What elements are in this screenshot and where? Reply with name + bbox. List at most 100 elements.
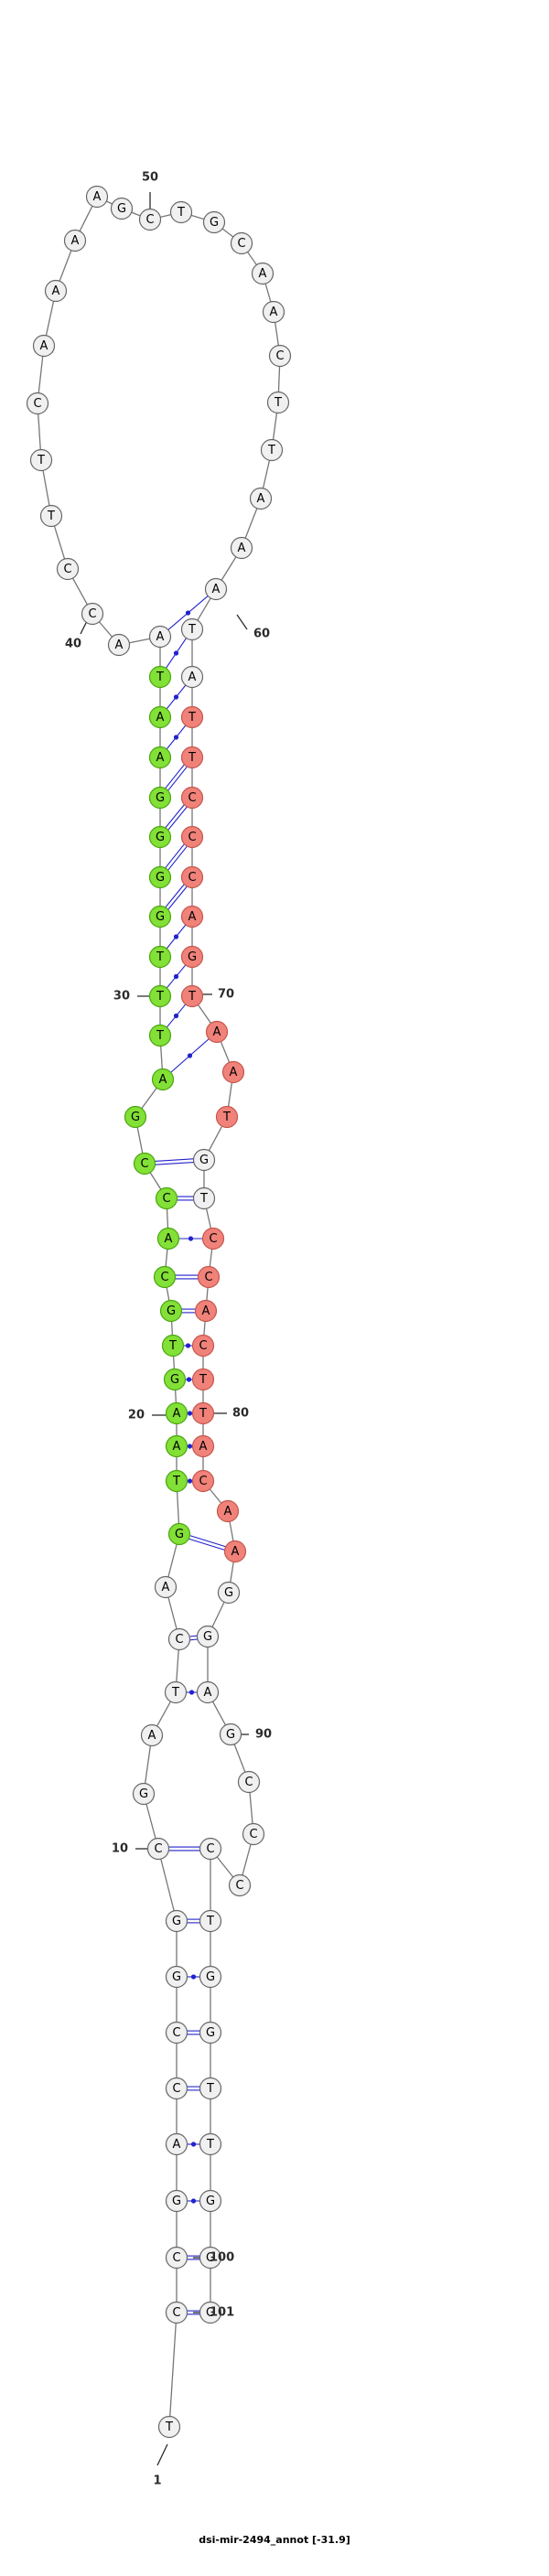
nucleotide-circle[interactable]	[148, 984, 172, 1008]
nucleotide-circle[interactable]	[148, 705, 172, 729]
nucleotide-64[interactable]: A	[180, 665, 204, 689]
nucleotide-25[interactable]: C	[155, 1186, 178, 1210]
nucleotide-31[interactable]: T	[148, 945, 172, 969]
nucleotide-14[interactable]: C	[167, 1627, 191, 1651]
nucleotide-circle[interactable]	[148, 865, 172, 889]
nucleotide-circle[interactable]	[146, 1837, 170, 1861]
nucleotide-88[interactable]: G	[217, 1581, 241, 1605]
nucleotide-93[interactable]: C	[242, 1822, 265, 1846]
nucleotide-29[interactable]: T	[148, 1024, 172, 1047]
nucleotide-circle[interactable]	[191, 1368, 215, 1391]
nucleotide-circle[interactable]	[202, 210, 226, 234]
nucleotide-46[interactable]: A	[32, 334, 56, 358]
nucleotide-circle[interactable]	[165, 1401, 188, 1425]
nucleotide-circle[interactable]	[196, 1680, 220, 1704]
nucleotide-44[interactable]: T	[29, 448, 53, 472]
nucleotide-circle[interactable]	[148, 786, 172, 810]
nucleotide-circle[interactable]	[204, 577, 228, 601]
nucleotide-68[interactable]: C	[180, 825, 204, 849]
nucleotide-61[interactable]: A	[230, 536, 253, 560]
nucleotide-circle[interactable]	[44, 279, 68, 303]
nucleotide-87[interactable]: A	[223, 1540, 247, 1563]
nucleotide-circle[interactable]	[180, 617, 204, 641]
nucleotide-circle[interactable]	[228, 1873, 252, 1897]
nucleotide-86[interactable]: A	[216, 1499, 240, 1523]
nucleotide-circle[interactable]	[197, 1265, 221, 1289]
nucleotide-circle[interactable]	[154, 1575, 178, 1599]
nucleotide-91[interactable]: G	[219, 1723, 242, 1746]
nucleotide-49[interactable]: A	[85, 185, 109, 209]
nucleotide-circle[interactable]	[230, 231, 253, 255]
nucleotide-43[interactable]: T	[39, 504, 63, 528]
nucleotide-circle[interactable]	[205, 1020, 229, 1044]
nucleotide-73[interactable]: A	[205, 1020, 229, 1044]
nucleotide-circle[interactable]	[199, 1965, 222, 1989]
nucleotide-circle[interactable]	[242, 1822, 265, 1846]
nucleotide-circle[interactable]	[191, 1434, 215, 1458]
nucleotide-98[interactable]: G	[199, 2021, 222, 2045]
nucleotide-1[interactable]: T	[157, 2415, 181, 2439]
nucleotide-15[interactable]: A	[154, 1575, 178, 1599]
nucleotide-circle[interactable]	[110, 197, 134, 220]
nucleotide-37[interactable]: A	[148, 705, 172, 729]
nucleotide-63[interactable]: T	[180, 617, 204, 641]
nucleotide-circle[interactable]	[132, 1782, 156, 1806]
nucleotide-59[interactable]: T	[260, 438, 284, 462]
nucleotide-circle[interactable]	[266, 391, 290, 414]
nucleotide-58[interactable]: T	[266, 391, 290, 414]
nucleotide-82[interactable]: T	[191, 1368, 215, 1391]
nucleotide-39[interactable]: A	[148, 625, 172, 649]
nucleotide-3[interactable]: C	[165, 2246, 188, 2270]
nucleotide-56[interactable]: A	[262, 300, 285, 324]
nucleotide-52[interactable]: T	[169, 200, 193, 224]
nucleotide-circle[interactable]	[165, 2246, 188, 2270]
nucleotide-circle[interactable]	[165, 1965, 188, 1989]
nucleotide-circle[interactable]	[199, 2189, 222, 2213]
nucleotide-circle[interactable]	[107, 633, 131, 657]
nucleotide-circle[interactable]	[29, 448, 53, 472]
nucleotide-21[interactable]: T	[161, 1334, 185, 1358]
nucleotide-41[interactable]: C	[81, 602, 104, 626]
nucleotide-circle[interactable]	[251, 262, 274, 285]
nucleotide-47[interactable]: A	[44, 279, 68, 303]
nucleotide-92[interactable]: C	[237, 1770, 261, 1794]
nucleotide-circle[interactable]	[153, 1265, 177, 1289]
nucleotide-48[interactable]: A	[63, 229, 87, 252]
nucleotide-circle[interactable]	[148, 746, 172, 769]
nucleotide-circle[interactable]	[148, 945, 172, 969]
nucleotide-circle[interactable]	[138, 208, 162, 231]
nucleotide-circle[interactable]	[199, 1909, 222, 1933]
nucleotide-54[interactable]: C	[230, 231, 253, 255]
nucleotide-circle[interactable]	[165, 2077, 188, 2100]
nucleotide-19[interactable]: A	[165, 1401, 188, 1425]
nucleotide-9[interactable]: G	[165, 1909, 188, 1933]
nucleotide-13[interactable]: T	[164, 1680, 188, 1704]
nucleotide-circle[interactable]	[221, 1060, 245, 1084]
nucleotide-circle[interactable]	[157, 2415, 181, 2439]
nucleotide-102[interactable]: G	[199, 2246, 222, 2270]
nucleotide-36[interactable]: A	[148, 746, 172, 769]
nucleotide-circle[interactable]	[196, 1625, 220, 1648]
nucleotide-circle[interactable]	[219, 1723, 242, 1746]
nucleotide-circle[interactable]	[63, 229, 87, 252]
nucleotide-circle[interactable]	[180, 865, 204, 889]
nucleotide-circle[interactable]	[223, 1540, 247, 1563]
nucleotide-circle[interactable]	[155, 1186, 178, 1210]
nucleotide-20[interactable]: G	[163, 1368, 187, 1391]
nucleotide-circle[interactable]	[140, 1723, 164, 1747]
nucleotide-circle[interactable]	[180, 984, 204, 1008]
nucleotide-97[interactable]: G	[199, 1965, 222, 1989]
nucleotide-74[interactable]: A	[221, 1060, 245, 1084]
nucleotide-60[interactable]: A	[249, 487, 273, 510]
nucleotide-55[interactable]: A	[251, 262, 274, 285]
nucleotide-circle[interactable]	[217, 1581, 241, 1605]
nucleotide-circle[interactable]	[156, 1227, 180, 1250]
nucleotide-circle[interactable]	[167, 1627, 191, 1651]
nucleotide-circle[interactable]	[32, 334, 56, 358]
nucleotide-circle[interactable]	[26, 392, 49, 415]
nucleotide-circle[interactable]	[268, 344, 292, 368]
nucleotide-circle[interactable]	[165, 2189, 188, 2213]
nucleotide-26[interactable]: C	[133, 1152, 156, 1175]
nucleotide-10[interactable]: C	[146, 1837, 170, 1861]
nucleotide-34[interactable]: G	[148, 825, 172, 849]
